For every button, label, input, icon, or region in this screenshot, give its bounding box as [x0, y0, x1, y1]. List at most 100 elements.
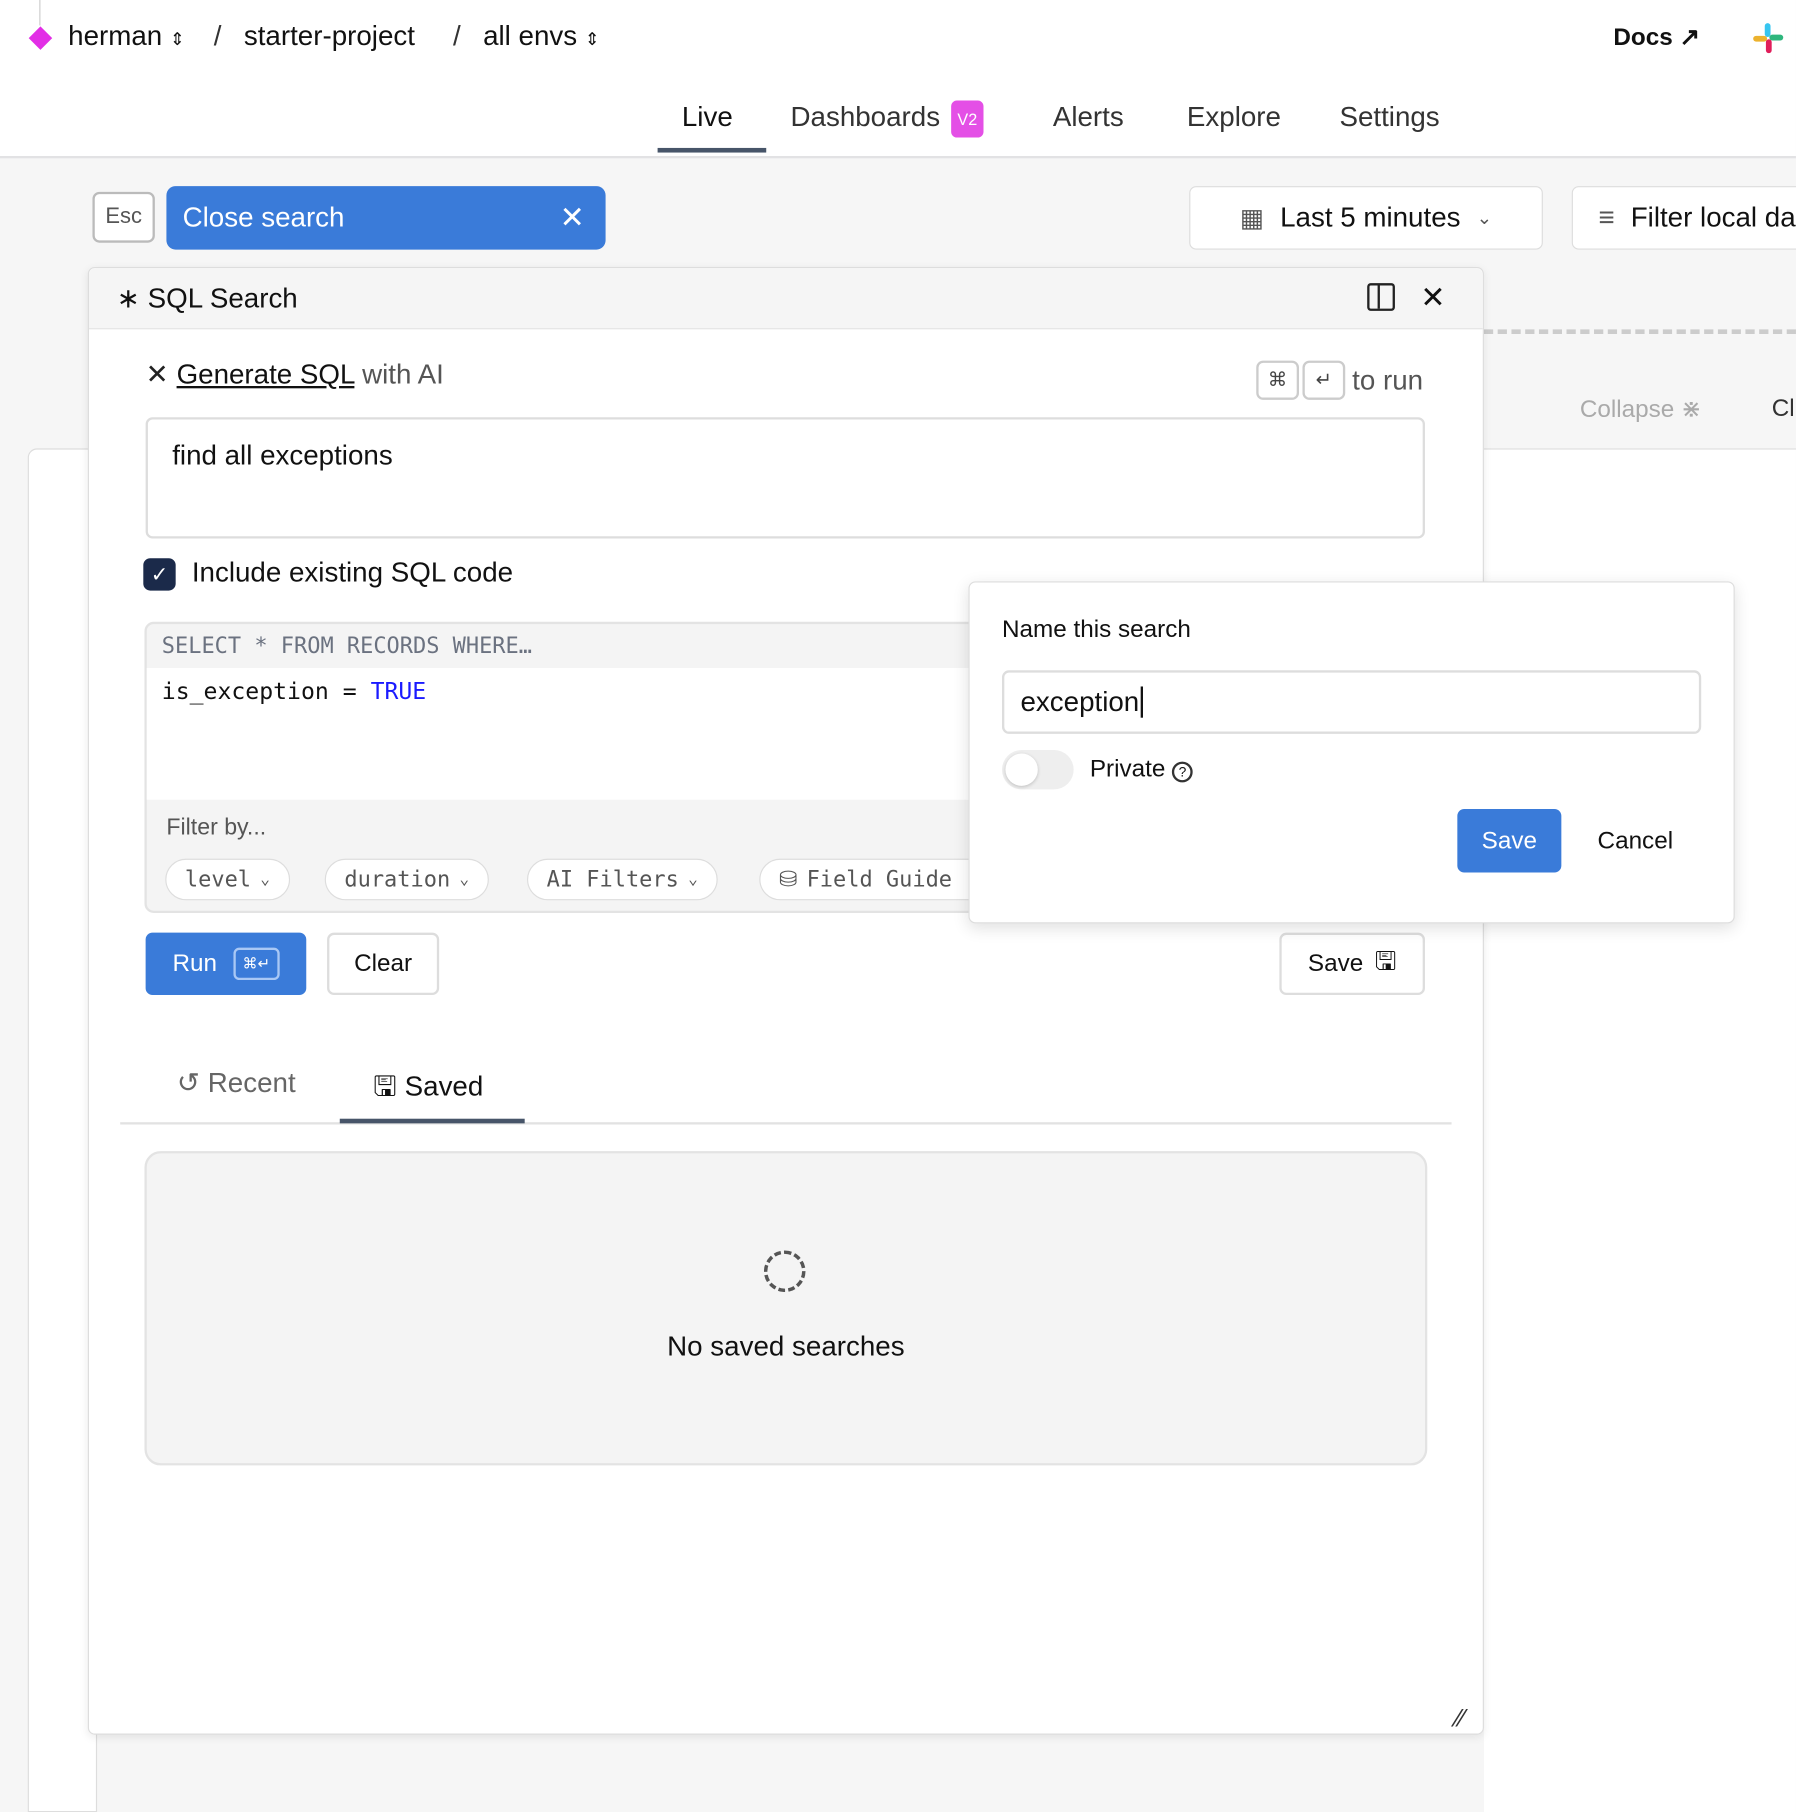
active-tab-indicator: [339, 1118, 525, 1124]
clear-button[interactable]: Clear: [327, 932, 440, 996]
collapse-icon: ⋇: [1681, 396, 1702, 423]
tab-alerts[interactable]: Alerts: [1052, 101, 1124, 133]
chevron-updown-icon: ⇕: [584, 30, 600, 50]
to-run-text: to run: [1352, 365, 1424, 397]
docs-label: Docs: [1613, 24, 1673, 51]
filter-icon: ≡: [1598, 201, 1615, 233]
cmd-key-hint: ⌘: [1256, 360, 1300, 400]
code-identifier: is_exception: [161, 677, 329, 705]
clear-link[interactable]: Cl: [1771, 395, 1795, 422]
tab-saved[interactable]: 🖫 Saved: [373, 1067, 483, 1114]
input-value: exception: [1020, 686, 1140, 718]
save-button[interactable]: Save 🖫: [1279, 932, 1425, 996]
time-range-select[interactable]: ▦ Last 5 minutes ⌄: [1189, 186, 1543, 250]
panel-title-text: SQL Search: [147, 283, 298, 315]
generate-sql-link[interactable]: Generate SQL: [176, 359, 355, 391]
slack-icon[interactable]: [1753, 23, 1784, 54]
enter-key-hint: ↵: [1302, 360, 1346, 400]
filter-by-label: Filter by...: [166, 814, 267, 841]
filter-button[interactable]: ≡ Filter local da: [1571, 186, 1796, 250]
empty-circle-icon: [763, 1250, 806, 1293]
tab-label: Recent: [207, 1067, 296, 1100]
filter-label: Filter local da: [1630, 201, 1796, 233]
tab-live[interactable]: Live: [681, 101, 733, 133]
run-button[interactable]: Run ⌘↵: [145, 932, 307, 996]
divider: [1483, 329, 1796, 334]
tab-label: Saved: [404, 1071, 484, 1103]
code-operator: =: [342, 677, 357, 705]
sql-search-panel: [87, 266, 1484, 1735]
background-card: [27, 448, 98, 1812]
tab-recent[interactable]: ↺ Recent: [177, 1067, 296, 1101]
close-search-label: Close search: [182, 201, 345, 233]
popover-cancel-button[interactable]: Cancel: [1597, 826, 1674, 854]
asterisk-icon: ∗: [116, 283, 140, 315]
calendar-icon: ▦: [1239, 202, 1264, 232]
chevron-updown-icon: ⇕: [169, 30, 185, 50]
filter-ai[interactable]: AI Filters ⌄: [526, 858, 718, 901]
run-shortcut: ⌘↵: [233, 947, 280, 981]
resize-handle-icon[interactable]: ⁄⁄: [1456, 1703, 1465, 1733]
close-panel-icon[interactable]: ✕: [1420, 279, 1446, 315]
database-icon: ⛁: [778, 866, 798, 893]
help-icon[interactable]: ?: [1172, 761, 1193, 783]
chevron-down-icon: ⌄: [260, 870, 271, 889]
popover-title: Name this search: [1001, 615, 1191, 643]
docs-link[interactable]: Docs ↗: [1613, 23, 1699, 52]
chip-label: Field Guide: [806, 866, 953, 893]
private-text: Private: [1089, 755, 1166, 783]
panel-title: ∗ SQL Search: [117, 282, 298, 316]
chip-label: level: [184, 866, 252, 893]
breadcrumb-separator: /: [213, 20, 222, 53]
close-search-button[interactable]: Close search ✕: [166, 186, 606, 250]
search-name-input[interactable]: exception: [1001, 670, 1702, 734]
save-search-popover: [968, 581, 1735, 924]
top-bar: [0, 0, 1796, 159]
v2-badge: V2: [951, 100, 983, 138]
tab-dashboards[interactable]: Dashboards V2: [790, 100, 983, 138]
esc-key-hint: Esc: [92, 191, 155, 243]
private-label: Private ?: [1090, 756, 1193, 784]
time-range-label: Last 5 minutes: [1280, 201, 1461, 233]
history-icon: ↺: [176, 1067, 201, 1100]
run-label: Run: [172, 949, 218, 977]
popover-save-button[interactable]: Save: [1457, 808, 1562, 873]
field-guide-button[interactable]: ⛁ Field Guide: [759, 858, 991, 901]
chip-label: duration: [344, 866, 451, 893]
floppy-icon: 🖫: [373, 1071, 397, 1103]
chevron-down-icon: ⌄: [1476, 208, 1493, 229]
save-label: Save: [1307, 949, 1364, 977]
divider: [120, 1122, 1452, 1125]
ai-row: ✕ Generate SQL with AI: [146, 358, 444, 392]
org-switcher[interactable]: herman ⇕: [68, 21, 184, 53]
split-view-icon[interactable]: [1367, 283, 1395, 311]
chip-label: AI Filters: [546, 866, 679, 893]
tab-settings[interactable]: Settings: [1339, 101, 1440, 133]
with-ai-text: with AI: [362, 359, 444, 391]
env-name: all envs: [483, 20, 578, 53]
tab-label: Dashboards: [790, 101, 941, 133]
tab-explore[interactable]: Explore: [1186, 101, 1281, 133]
close-icon: ✕: [559, 199, 585, 235]
code-keyword: TRUE: [370, 677, 427, 705]
filter-duration[interactable]: duration ⌄: [324, 858, 489, 901]
empty-state-text: No saved searches: [667, 1331, 905, 1363]
divider: [39, 0, 41, 26]
floppy-icon: 🖫: [1374, 946, 1397, 976]
active-tab-indicator: [657, 147, 767, 153]
sql-prefix: SELECT * FROM RECORDS WHERE…: [161, 633, 532, 659]
breadcrumb-separator: /: [453, 20, 461, 53]
external-link-icon: ↗: [1679, 24, 1700, 51]
ai-prompt-input[interactable]: find all exceptions: [145, 417, 1425, 539]
project-link[interactable]: starter-project: [243, 20, 415, 53]
collapse-label: Collapse: [1579, 396, 1675, 423]
private-toggle[interactable]: [1001, 750, 1074, 790]
chevron-down-icon: ⌄: [688, 870, 698, 889]
filter-level[interactable]: level ⌄: [165, 858, 290, 901]
panel-header: [88, 268, 1483, 330]
collapse-button[interactable]: Collapse ⋇: [1580, 395, 1702, 424]
include-sql-checkbox[interactable]: ✓: [143, 558, 176, 591]
close-ai-icon[interactable]: ✕: [145, 359, 169, 391]
env-switcher[interactable]: all envs ⇕: [483, 21, 599, 53]
org-name: herman: [68, 20, 163, 53]
